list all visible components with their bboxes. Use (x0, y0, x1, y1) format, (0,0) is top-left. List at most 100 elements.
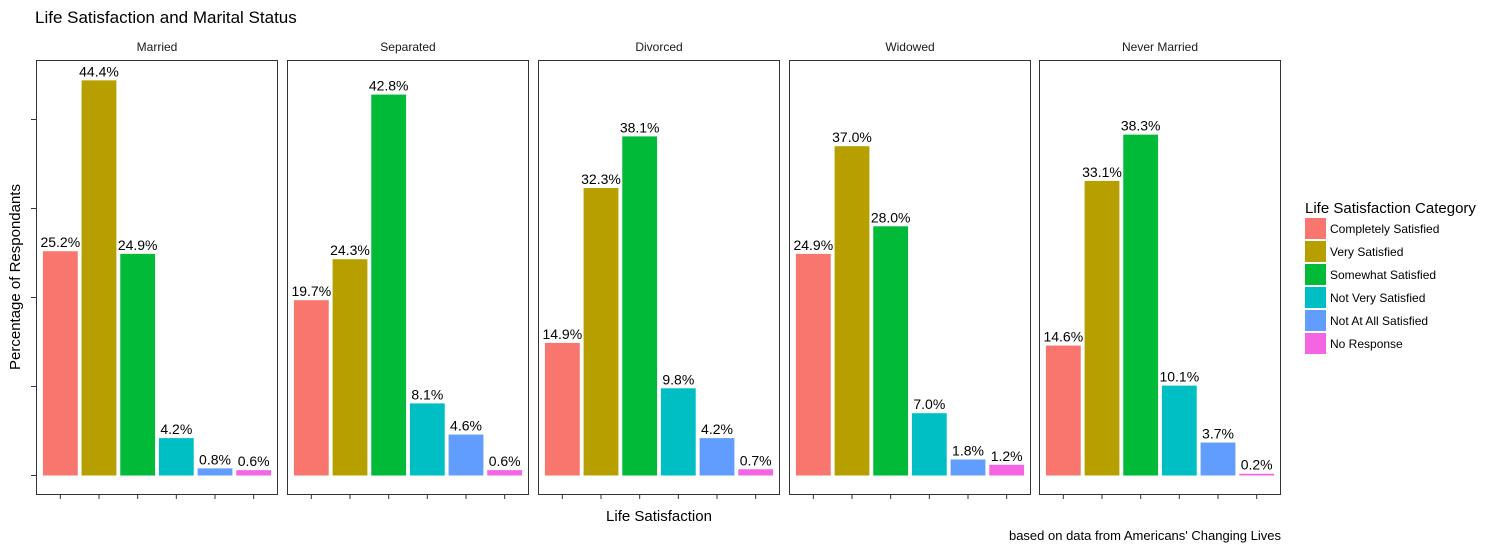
legend-label: No Response (1330, 337, 1403, 351)
bar-value-label: 14.6% (1043, 329, 1083, 345)
panel-never-married: Never Married 14.6% 33.1% 38.3% 10.1% 3.7% 0.2… (1039, 40, 1281, 499)
bar-not-at-all-satisfied (197, 468, 233, 476)
bar-somewhat-satisfied (622, 136, 658, 476)
bar-no-response (487, 470, 523, 476)
bar-value-label: 1.2% (991, 448, 1023, 464)
bar-not-at-all-satisfied (950, 459, 986, 476)
bar-value-label: 8.1% (411, 386, 443, 402)
bar-value-label: 24.9% (793, 237, 833, 253)
legend-item-completely-satisfied: Completely Satisfied (1305, 218, 1439, 239)
caption: based on data from Americans' Changing L… (1009, 528, 1282, 543)
bar-completely-satisfied (293, 300, 329, 476)
panel-strip-label: Widowed (885, 40, 934, 54)
bar-completely-satisfied (544, 342, 580, 476)
bar-value-label: 28.0% (871, 209, 911, 225)
bar-value-label: 7.0% (913, 396, 945, 412)
bar-value-label: 10.1% (1159, 369, 1199, 385)
legend: Life Satisfaction Category Completely Sa… (1305, 200, 1476, 354)
bar-value-label: 0.2% (1241, 457, 1273, 473)
legend-label: Very Satisfied (1330, 245, 1403, 259)
panel-strip-label: Never Married (1122, 40, 1198, 54)
y-axis-title: Percentage of Respondants (7, 184, 24, 370)
bar-very-satisfied (583, 188, 619, 476)
legend-swatch (1305, 333, 1326, 354)
bar-not-at-all-satisfied (448, 434, 484, 476)
x-axis-title: Life Satisfaction (606, 508, 712, 525)
legend-swatch (1305, 310, 1326, 331)
legend-item-very-satisfied: Very Satisfied (1305, 241, 1403, 262)
bar-value-label: 24.3% (330, 242, 370, 258)
bar-somewhat-satisfied (873, 226, 909, 476)
bar-value-label: 0.8% (199, 451, 231, 467)
bar-no-response (738, 469, 774, 476)
bar-completely-satisfied (1045, 345, 1081, 476)
bar-no-response (989, 464, 1025, 476)
panel-strip-label: Separated (380, 40, 435, 54)
bar-no-response (1239, 473, 1275, 476)
legend-items: Completely Satisfied Very Satisfied Somewh… (1305, 218, 1439, 354)
bar-very-satisfied (834, 146, 870, 476)
panel-frame (1039, 60, 1281, 495)
bar-somewhat-satisfied (120, 253, 156, 476)
bar-value-label: 0.6% (238, 453, 270, 469)
bar-completely-satisfied (795, 253, 831, 476)
legend-item-not-very-satisfied: Not Very Satisfied (1305, 287, 1425, 308)
bar-very-satisfied (1084, 180, 1120, 476)
bar-somewhat-satisfied (1123, 134, 1159, 476)
legend-item-somewhat-satisfied: Somewhat Satisfied (1305, 264, 1436, 285)
bar-value-label: 0.7% (740, 452, 772, 468)
panel-strip-label: Divorced (635, 40, 682, 54)
y-axis-ticks (31, 119, 36, 476)
panel-widowed: Widowed 24.9% 37.0% 28.0% 7.0% 1.8% 1.2% (789, 40, 1031, 499)
bar-value-label: 19.7% (291, 283, 331, 299)
bar-value-label: 42.8% (369, 78, 409, 94)
legend-label: Somewhat Satisfied (1330, 268, 1436, 282)
panel-frame (789, 60, 1031, 495)
bar-very-satisfied (332, 259, 368, 476)
bar-not-at-all-satisfied (699, 438, 735, 476)
panel-frame (287, 60, 529, 495)
bar-not-very-satisfied (158, 438, 194, 476)
panel-frame (538, 60, 780, 495)
bar-value-label: 9.8% (662, 371, 694, 387)
bar-completely-satisfied (42, 251, 78, 476)
panel-strip-label: Married (137, 40, 178, 54)
bar-not-very-satisfied (660, 388, 696, 476)
panel-divorced: Divorced 14.9% 32.3% 38.1% 9.8% 4.2% 0.7% (538, 40, 780, 499)
bar-not-very-satisfied (1161, 385, 1197, 476)
bar-value-label: 32.3% (581, 171, 621, 187)
bar-value-label: 3.7% (1202, 426, 1234, 442)
legend-label: Not At All Satisfied (1330, 314, 1428, 328)
legend-label: Not Very Satisfied (1330, 291, 1425, 305)
bar-value-label: 4.2% (701, 421, 733, 437)
bar-value-label: 4.2% (160, 421, 192, 437)
bar-no-response (236, 470, 272, 476)
legend-label: Completely Satisfied (1330, 222, 1439, 236)
legend-item-not-at-all-satisfied: Not At All Satisfied (1305, 310, 1428, 331)
facet-panels: Married 25.2% 44.4% 24.9% 4.2% 0.8% 0.6% Separa… (36, 40, 1281, 499)
legend-title: Life Satisfaction Category (1305, 200, 1476, 217)
bar-value-label: 0.6% (489, 453, 521, 469)
bar-value-label: 38.1% (620, 119, 660, 135)
legend-swatch (1305, 218, 1326, 239)
bar-very-satisfied (81, 80, 117, 476)
bar-somewhat-satisfied (371, 94, 407, 476)
bar-value-label: 25.2% (40, 234, 80, 250)
legend-swatch (1305, 287, 1326, 308)
bar-value-label: 44.4% (79, 63, 119, 79)
legend-swatch (1305, 264, 1326, 285)
panel-frame (36, 60, 278, 495)
bar-value-label: 14.9% (542, 326, 582, 342)
chart-title: Life Satisfaction and Marital Status (35, 8, 297, 27)
bar-value-label: 1.8% (952, 442, 984, 458)
bar-value-label: 33.1% (1082, 164, 1122, 180)
bar-not-very-satisfied (911, 413, 947, 476)
legend-swatch (1305, 241, 1326, 262)
bar-not-at-all-satisfied (1200, 442, 1236, 476)
panel-married: Married 25.2% 44.4% 24.9% 4.2% 0.8% 0.6% (36, 40, 278, 499)
bar-value-label: 37.0% (832, 129, 872, 145)
bar-value-label: 24.9% (118, 237, 158, 253)
legend-item-no-response: No Response (1305, 333, 1403, 354)
bar-value-label: 4.6% (450, 418, 482, 434)
